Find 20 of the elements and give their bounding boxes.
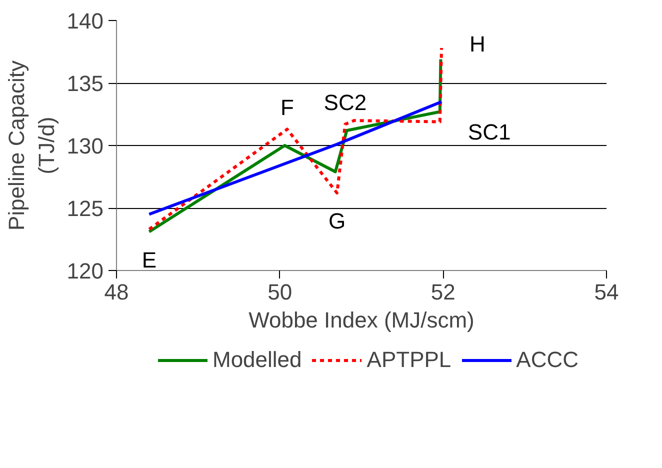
annotation: F bbox=[280, 94, 294, 120]
legend-label: APTPPL bbox=[366, 347, 452, 373]
annotation: H bbox=[470, 32, 486, 56]
annotation: SC1 bbox=[468, 119, 511, 144]
y-tick-label: 120 bbox=[66, 258, 104, 284]
y-tick-label: 140 bbox=[66, 8, 104, 34]
x-axis-title: Wobbe Index (MJ/scm) bbox=[248, 308, 474, 332]
x-tick-label: 48 bbox=[104, 280, 129, 304]
x-tick-label: 50 bbox=[268, 280, 292, 304]
y-axis-title: Pipeline Capacity (TJ/d) bbox=[4, 60, 59, 230]
x-tick-label: 52 bbox=[430, 280, 456, 304]
annotation: G bbox=[328, 208, 346, 234]
y-tick-label: 135 bbox=[66, 71, 104, 96]
y-tick-label: 125 bbox=[66, 196, 104, 221]
x-tick-label: 54 bbox=[594, 280, 619, 304]
annotation: E bbox=[142, 247, 157, 272]
y-tick-label: 130 bbox=[66, 134, 104, 158]
legend-label: Modelled bbox=[212, 347, 302, 373]
annotation: SC2 bbox=[324, 90, 367, 115]
legend-label: ACCC bbox=[516, 347, 578, 373]
